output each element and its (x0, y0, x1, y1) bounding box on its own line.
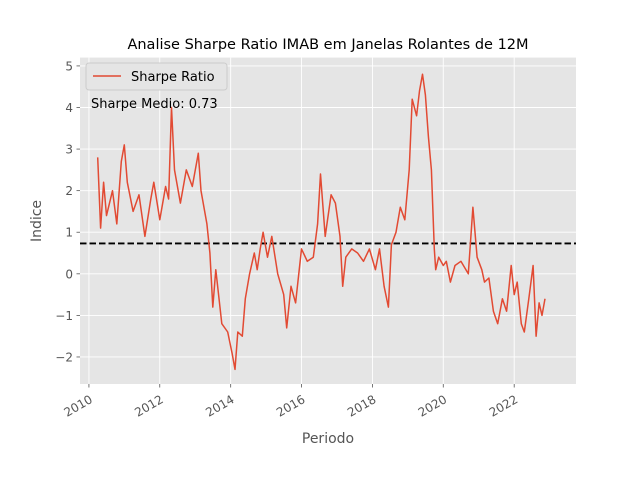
y-tick-label: 3 (65, 143, 73, 157)
y-tick-label: 1 (65, 226, 73, 240)
y-tick-label: 5 (65, 59, 73, 73)
mean-annotation: Sharpe Medio: 0.73 (91, 97, 218, 112)
legend-box (85, 62, 228, 91)
y-tick-label: 4 (65, 101, 73, 115)
series-line-sharpe-ratio (96, 73, 546, 371)
y-tick-label: −2 (55, 350, 73, 364)
legend: Sharpe Ratio (85, 62, 228, 91)
y-tick-label: 0 (65, 267, 73, 281)
x-axis-label: Periodo (302, 431, 354, 447)
y-tick-label: −1 (55, 309, 73, 323)
chart-title: Analise Sharpe Ratio IMAB em Janelas Rol… (127, 37, 528, 53)
y-axis-ticks: −2 −1 0 1 2 3 4 5 (55, 59, 80, 364)
grid-lines (80, 57, 576, 384)
y-tick-label: 2 (65, 184, 73, 198)
y-axis-label: Indice (29, 200, 45, 242)
legend-label-sharpe-ratio: Sharpe Ratio (131, 70, 215, 85)
series-group (96, 73, 546, 371)
